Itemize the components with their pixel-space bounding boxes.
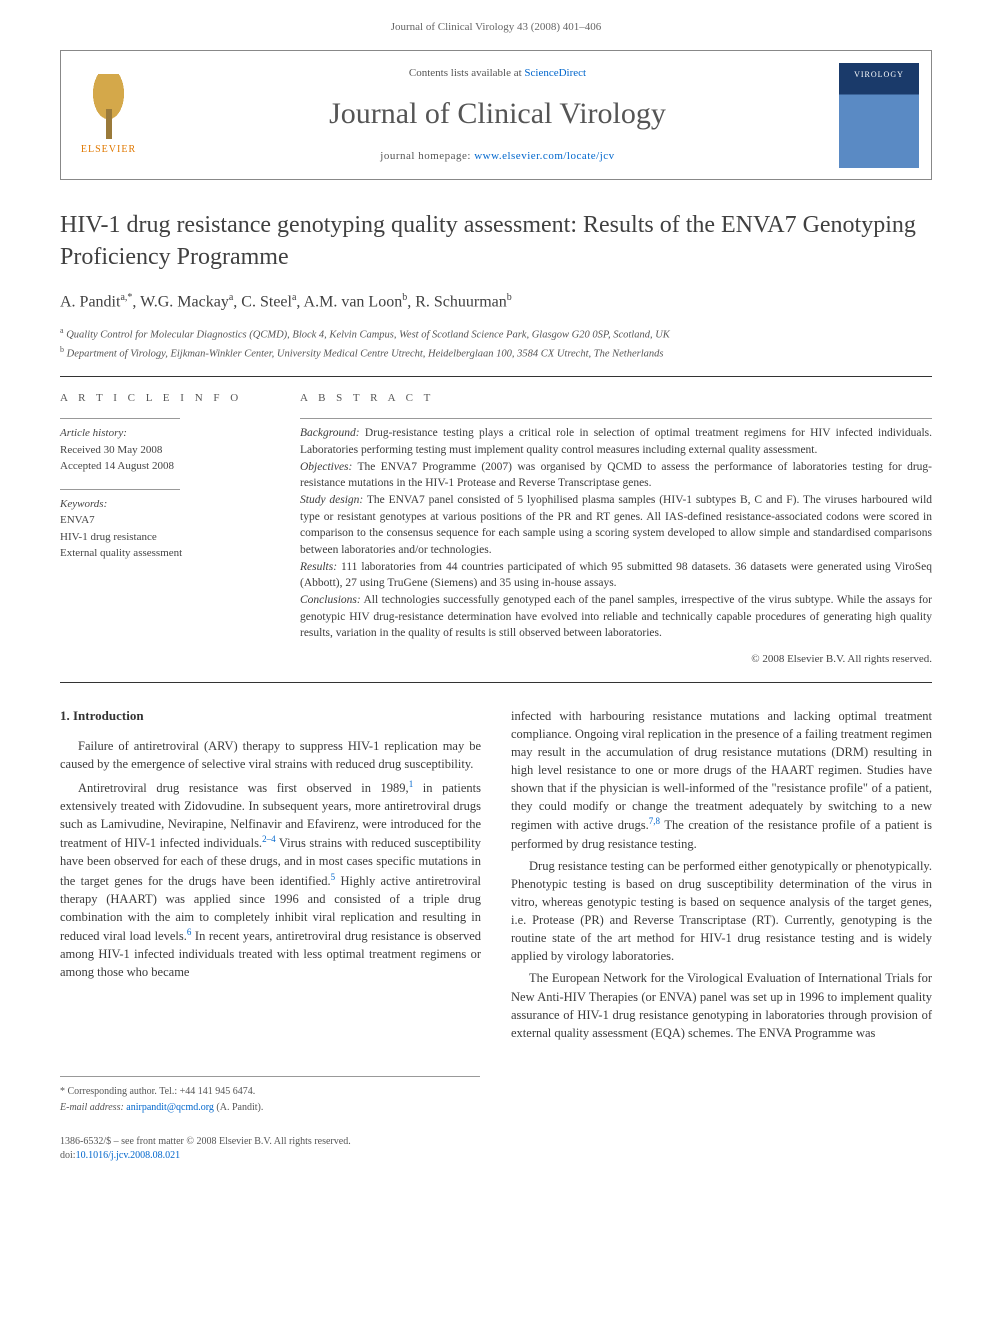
info-divider [60,418,180,419]
body-paragraph: Antiretroviral drug resistance was first… [60,778,481,982]
journal-homepage: journal homepage: www.elsevier.com/locat… [166,149,829,164]
journal-title: Journal of Clinical Virology [166,93,829,135]
abstract-section: A B S T R A C T Background: Drug-resista… [300,391,932,668]
email-line: E-mail address: anirpandit@qcmd.org (A. … [60,1101,480,1115]
abstract-segment-text: Drug-resistance testing plays a critical… [300,427,932,456]
abstract-segment-label: Conclusions: [300,594,361,606]
running-header: Journal of Clinical Virology 43 (2008) 4… [0,0,992,40]
article-history: Article history: Received 30 May 2008 Ac… [60,425,270,475]
abstract-heading: A B S T R A C T [300,391,932,406]
journal-banner: ELSEVIER Contents lists available at Sci… [60,50,932,180]
article-info-sidebar: A R T I C L E I N F O Article history: R… [60,391,270,668]
keyword: External quality assessment [60,545,270,562]
keywords-label: Keywords: [60,496,270,513]
body-paragraph: The European Network for the Virological… [511,969,932,1042]
doi-link[interactable]: 10.1016/j.jcv.2008.08.021 [76,1150,181,1161]
abstract-segment-label: Results: [300,561,337,573]
article-title: HIV-1 drug resistance genotyping quality… [60,210,932,272]
info-divider [60,489,180,490]
copyright-line: © 2008 Elsevier B.V. All rights reserved… [300,652,932,667]
keyword: HIV-1 drug resistance [60,529,270,546]
banner-center: Contents lists available at ScienceDirec… [156,56,839,175]
article-body: 1. Introduction Failure of antiretrovira… [60,707,932,1046]
publisher-name: ELSEVIER [81,143,136,157]
affiliations: a Quality Control for Molecular Diagnost… [60,325,932,362]
homepage-link[interactable]: www.elsevier.com/locate/jcv [474,150,614,162]
history-label: Article history: [60,425,270,442]
abstract-body: Background: Drug-resistance testing play… [300,425,932,642]
affiliation: b Department of Virology, Eijkman-Winkle… [60,344,932,362]
abstract-segment-text: The ENVA7 Programme (2007) was organised… [300,461,932,490]
publisher-logo[interactable]: ELSEVIER [61,51,156,179]
abstract-segment-label: Objectives: [300,461,352,473]
keywords-block: Keywords: ENVA7HIV-1 drug resistanceExte… [60,496,270,562]
elsevier-tree-icon [81,74,136,139]
abstract-segment-text: 111 laboratories from 44 countries parti… [300,561,932,590]
journal-cover-thumbnail[interactable] [839,63,919,168]
abstract-segment-text: The ENVA7 panel consisted of 5 lyophilis… [300,494,932,556]
abstract-divider [300,418,932,419]
accepted-date: Accepted 14 August 2008 [60,458,270,475]
contents-available: Contents lists available at ScienceDirec… [166,66,829,81]
article-info-heading: A R T I C L E I N F O [60,391,270,406]
body-column-right: infected with harbouring resistance muta… [511,707,932,1046]
abstract-segment-label: Background: [300,427,360,439]
abstract-bottom-divider [60,682,932,683]
keyword: ENVA7 [60,512,270,529]
abstract-segment-label: Study design: [300,494,363,506]
sciencedirect-link[interactable]: ScienceDirect [524,67,586,79]
body-paragraph: infected with harbouring resistance muta… [511,707,932,853]
issn-doi-footer: 1386-6532/$ – see front matter © 2008 El… [60,1135,932,1163]
affiliation: a Quality Control for Molecular Diagnost… [60,325,932,343]
body-paragraph: Failure of antiretroviral (ARV) therapy … [60,737,481,773]
abstract-segment-text: All technologies successfully genotyped … [300,594,932,639]
author-email-link[interactable]: anirpandit@qcmd.org [126,1102,214,1113]
body-paragraph: Drug resistance testing can be performed… [511,857,932,966]
corresponding-author: * Corresponding author. Tel.: +44 141 94… [60,1085,480,1099]
section-heading: 1. Introduction [60,707,481,726]
doi-line: doi:10.1016/j.jcv.2008.08.021 [60,1149,932,1163]
issn-line: 1386-6532/$ – see front matter © 2008 El… [60,1135,932,1149]
title-divider [60,376,932,377]
received-date: Received 30 May 2008 [60,442,270,459]
corresponding-author-footer: * Corresponding author. Tel.: +44 141 94… [60,1076,480,1115]
body-column-left: 1. Introduction Failure of antiretrovira… [60,707,481,1046]
author-list: A. Pandita,*, W.G. Mackaya, C. Steela, A… [60,291,932,314]
